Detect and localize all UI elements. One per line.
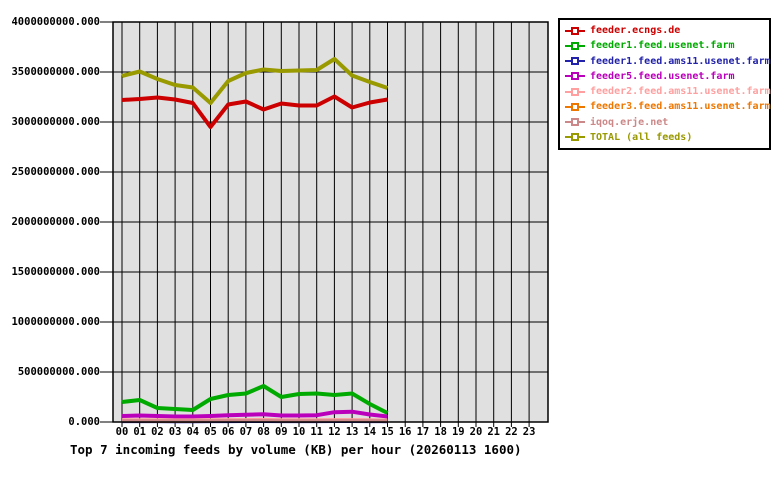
- legend-item: feeder1.feed.usenet.farm: [565, 39, 765, 52]
- legend-marker-icon: [571, 102, 579, 111]
- legend-line-sample: [565, 118, 585, 127]
- plot-area: [100, 21, 549, 427]
- series-line-feeder-ecngs-de: [121, 94, 388, 129]
- legend-item: feeder2.feed.ams11.usenet.farm: [565, 85, 771, 98]
- x-tick-label: 23: [522, 426, 536, 438]
- x-tick-label: 05: [204, 426, 217, 438]
- x-tick-label: 00: [115, 426, 129, 438]
- x-tick-label: 02: [151, 426, 164, 438]
- legend-marker-icon: [571, 118, 579, 127]
- legend-label: feeder1.feed.ams11.usenet.farm: [590, 55, 771, 67]
- x-tick-label: 17: [416, 426, 430, 438]
- legend-label: iqoq.erje.net: [590, 116, 669, 128]
- x-tick-label: 20: [469, 426, 483, 438]
- legend-label: TOTAL (all feeds): [590, 131, 693, 143]
- legend-marker-icon: [571, 87, 579, 96]
- legend-line-sample: [565, 102, 585, 111]
- legend-marker-icon: [571, 72, 579, 81]
- y-tick-label: 1000000000.000: [11, 315, 100, 328]
- x-tick-label: 12: [328, 426, 341, 438]
- y-tick-label: 4000000000.000: [11, 15, 100, 28]
- legend-line-sample: [565, 41, 585, 50]
- x-tick-label: 03: [168, 426, 182, 438]
- x-tick-label: 18: [434, 426, 447, 438]
- x-tick-label: 01: [133, 426, 147, 438]
- x-tick-label: 11: [310, 426, 324, 438]
- legend-label: feeder1.feed.usenet.farm: [590, 40, 735, 52]
- legend: feeder.ecngs.de feeder1.feed.usenet.farm f…: [558, 18, 771, 150]
- y-tick-label: 3500000000.000: [11, 65, 100, 78]
- legend-item: feeder3.feed.ams11.usenet.farm: [565, 100, 771, 113]
- chart-title: Top 7 incoming feeds by volume (KB) per …: [70, 442, 522, 457]
- x-tick-label: 06: [221, 426, 235, 438]
- x-tick-label: 15: [381, 426, 394, 438]
- legend-item: TOTAL (all feeds): [565, 131, 765, 144]
- x-tick-label: 08: [257, 426, 270, 438]
- legend-line-sample: [565, 26, 585, 35]
- legend-item: feeder5.feed.usenet.farm: [565, 70, 765, 83]
- x-tick-label: 13: [345, 426, 359, 438]
- series-line-total-all-feeds-: [121, 57, 389, 105]
- x-tick-label: 14: [363, 426, 377, 438]
- x-tick-label: 22: [505, 426, 518, 438]
- legend-label: feeder2.feed.ams11.usenet.farm: [590, 86, 771, 98]
- series-line-feeder5-feed-usenet-farm: [121, 409, 388, 419]
- legend-marker-icon: [571, 41, 579, 50]
- legend-line-sample: [565, 87, 585, 96]
- legend-line-sample: [565, 133, 585, 142]
- legend-label: feeder5.feed.usenet.farm: [590, 70, 735, 82]
- y-tick-label: 500000000.000: [17, 365, 100, 378]
- legend-marker-icon: [571, 57, 579, 66]
- x-tick-label: 10: [292, 426, 306, 438]
- y-tick-label: 3000000000.000: [11, 115, 100, 128]
- y-tick-label: 2000000000.000: [11, 215, 100, 228]
- legend-line-sample: [565, 72, 585, 81]
- legend-line-sample: [565, 57, 585, 66]
- y-tick-label: 0.000: [68, 415, 100, 428]
- x-tick-label: 04: [186, 426, 200, 438]
- legend-marker-icon: [571, 133, 579, 142]
- y-tick-label: 2500000000.000: [11, 165, 100, 178]
- x-tick-label: 21: [487, 426, 501, 438]
- legend-label: feeder.ecngs.de: [590, 25, 681, 37]
- legend-item: feeder1.feed.ams11.usenet.farm: [565, 55, 771, 68]
- legend-item: iqoq.erje.net: [565, 116, 765, 129]
- legend-item: feeder.ecngs.de: [565, 24, 765, 37]
- y-tick-label: 1500000000.000: [11, 265, 100, 278]
- legend-marker-icon: [571, 26, 579, 35]
- x-tick-label: 07: [239, 426, 253, 438]
- x-tick-label: 19: [451, 426, 465, 438]
- x-tick-label: 09: [274, 426, 288, 438]
- x-tick-label: 16: [398, 426, 412, 438]
- plot-frame: [112, 21, 549, 423]
- legend-label: feeder3.feed.ams11.usenet.farm: [590, 101, 771, 113]
- series-line-feeder1-feed-usenet-farm: [121, 384, 389, 415]
